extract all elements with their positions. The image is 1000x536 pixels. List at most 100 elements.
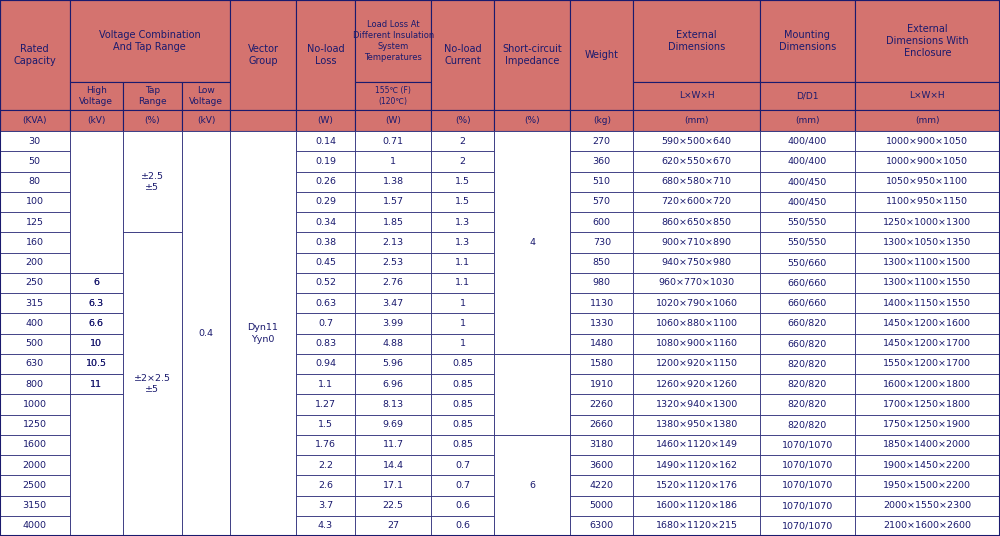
Text: 680×580×710: 680×580×710: [662, 177, 732, 186]
Bar: [0, 212, 70, 232]
Bar: [123, 273, 182, 293]
Bar: [760, 232, 855, 252]
Text: 6: 6: [529, 481, 535, 490]
Bar: [760, 313, 855, 333]
Bar: [123, 374, 182, 394]
Bar: [355, 131, 431, 151]
Text: 0.26: 0.26: [315, 177, 336, 186]
Bar: [633, 333, 760, 354]
Bar: [123, 82, 182, 110]
Text: Dyn11
Yyn0: Dyn11 Yyn0: [248, 323, 278, 344]
Text: 850: 850: [593, 258, 611, 267]
Text: (kV): (kV): [87, 116, 105, 125]
Bar: [70, 131, 123, 273]
Text: 200: 200: [26, 258, 44, 267]
Bar: [230, 82, 296, 110]
Bar: [633, 232, 760, 252]
Bar: [570, 110, 633, 131]
Text: 660/660: 660/660: [788, 299, 827, 308]
Bar: [123, 110, 182, 131]
Text: 3150: 3150: [23, 501, 47, 510]
Bar: [494, 313, 570, 333]
Text: 1.1: 1.1: [455, 258, 470, 267]
Bar: [296, 333, 355, 354]
Bar: [123, 516, 182, 536]
Text: 3.47: 3.47: [383, 299, 404, 308]
Text: 0.7: 0.7: [455, 460, 470, 470]
Bar: [494, 110, 570, 131]
Bar: [855, 435, 1000, 455]
Bar: [355, 0, 431, 82]
Text: 1.5: 1.5: [455, 177, 470, 186]
Bar: [431, 293, 494, 313]
Bar: [494, 435, 570, 455]
Bar: [494, 151, 570, 172]
Bar: [855, 252, 1000, 273]
Text: 0.19: 0.19: [315, 157, 336, 166]
Bar: [355, 374, 431, 394]
Bar: [230, 131, 296, 536]
Text: 160: 160: [26, 238, 44, 247]
Text: 2.2: 2.2: [318, 460, 333, 470]
Text: 11.7: 11.7: [383, 441, 404, 449]
Bar: [633, 0, 760, 82]
Text: 660/660: 660/660: [788, 278, 827, 287]
Text: 0.85: 0.85: [452, 359, 473, 368]
Bar: [296, 212, 355, 232]
Bar: [182, 232, 230, 252]
Bar: [182, 495, 230, 516]
Text: (kV): (kV): [197, 116, 215, 125]
Bar: [355, 232, 431, 252]
Text: 11: 11: [90, 379, 102, 389]
Bar: [855, 131, 1000, 151]
Bar: [70, 82, 123, 110]
Bar: [855, 151, 1000, 172]
Bar: [230, 131, 296, 151]
Bar: [633, 110, 760, 131]
Text: 30: 30: [29, 137, 41, 146]
Bar: [0, 495, 70, 516]
Text: 10.5: 10.5: [86, 359, 107, 368]
Bar: [70, 273, 123, 293]
Bar: [355, 394, 431, 414]
Bar: [355, 212, 431, 232]
Bar: [855, 0, 1000, 82]
Bar: [431, 516, 494, 536]
Bar: [230, 414, 296, 435]
Bar: [494, 0, 570, 110]
Bar: [760, 374, 855, 394]
Text: 8.13: 8.13: [383, 400, 404, 409]
Bar: [230, 495, 296, 516]
Bar: [230, 293, 296, 313]
Text: 0.6: 0.6: [455, 501, 470, 510]
Text: 17.1: 17.1: [383, 481, 404, 490]
Bar: [70, 252, 123, 273]
Bar: [633, 0, 760, 82]
Bar: [570, 232, 633, 252]
Bar: [70, 313, 123, 333]
Bar: [855, 232, 1000, 252]
Bar: [760, 0, 855, 82]
Text: 800: 800: [26, 379, 44, 389]
Bar: [760, 414, 855, 435]
Bar: [182, 131, 230, 536]
Bar: [70, 475, 123, 495]
Bar: [855, 82, 1000, 110]
Bar: [633, 455, 760, 475]
Bar: [355, 293, 431, 313]
Bar: [296, 0, 355, 82]
Bar: [296, 110, 355, 131]
Text: 2100×1600×2600: 2100×1600×2600: [883, 522, 971, 531]
Bar: [355, 495, 431, 516]
Bar: [123, 212, 182, 232]
Bar: [431, 232, 494, 252]
Text: 4000: 4000: [23, 522, 47, 531]
Text: (KVA): (KVA): [23, 116, 47, 125]
Bar: [355, 414, 431, 435]
Bar: [182, 394, 230, 414]
Bar: [760, 516, 855, 536]
Text: 0.7: 0.7: [318, 319, 333, 328]
Text: 980: 980: [593, 278, 611, 287]
Bar: [0, 0, 70, 110]
Bar: [855, 172, 1000, 192]
